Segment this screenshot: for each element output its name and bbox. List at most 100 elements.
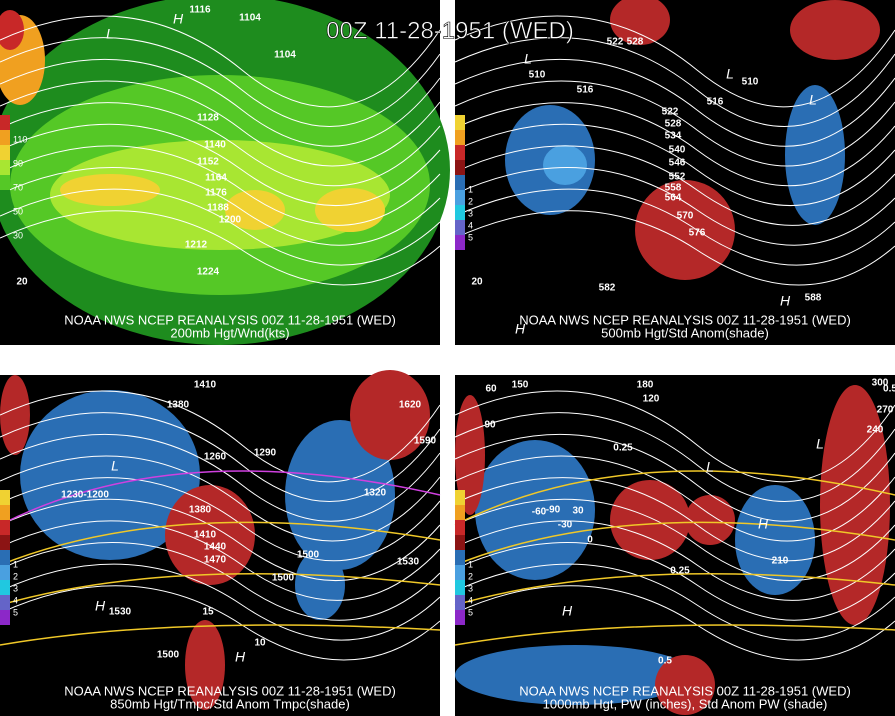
height-contour	[454, 58, 895, 147]
shaded-field	[295, 550, 345, 620]
contour-label: 1380	[189, 505, 212, 516]
legend-label: 3	[468, 583, 473, 593]
contour-label: 1230-1200	[61, 490, 109, 501]
height-contour	[0, 80, 441, 167]
legend-swatch	[455, 190, 465, 205]
temperature-contour	[0, 521, 441, 566]
height-contour	[0, 167, 441, 246]
contour-label: 1164	[205, 173, 227, 184]
shaded-field	[185, 620, 225, 710]
contour-label: 1152	[197, 157, 219, 168]
panel-field: 200mb Hgt/Wnd(kts)	[170, 325, 289, 340]
legend-label: 1	[468, 559, 473, 569]
legend-swatch	[455, 565, 465, 580]
map-panel: 110 90 70 50 30 1116 1104 1104 1128 1140 1152 1164 1…	[0, 0, 450, 345]
contour-label: 1470	[204, 555, 227, 566]
temperature-contour	[0, 624, 441, 646]
shaded-field	[50, 140, 390, 250]
shaded-field	[635, 180, 735, 280]
height-contour	[454, 102, 895, 187]
contour-label: 576	[689, 228, 706, 239]
shaded-field	[315, 188, 385, 232]
height-contour	[454, 210, 895, 286]
legend-label: 1	[13, 559, 18, 569]
legend-swatch	[455, 235, 465, 250]
contour-label: 0	[587, 535, 593, 546]
height-contour	[454, 390, 895, 483]
contour-label: 564	[665, 193, 682, 204]
shaded-field	[165, 485, 255, 585]
contour-label: 1140	[204, 140, 226, 151]
contour-label: 15	[202, 607, 214, 618]
pressure-center: L	[726, 66, 734, 82]
contour-label: 1290	[254, 448, 277, 459]
height-contour	[0, 123, 441, 207]
contour-label: 516	[577, 85, 594, 96]
shaded-field	[225, 190, 285, 230]
contour-label: 1128	[197, 113, 219, 124]
height-contour	[454, 167, 895, 246]
legend-swatch	[0, 490, 10, 505]
temperature-contour	[454, 624, 895, 646]
contour-label: 1104	[274, 50, 296, 61]
contour-label: 240	[867, 425, 884, 436]
temperature-contour	[0, 573, 441, 606]
contour-label: 60	[485, 384, 497, 395]
contour-label: 1188	[207, 203, 229, 214]
contour-label: 0.25	[670, 566, 690, 577]
contour-label: 1530	[397, 557, 420, 568]
contour-label: 210	[772, 556, 789, 567]
height-contour	[0, 145, 441, 226]
panel-field: 850mb Hgt/Tmpc/Std Anom Tmpc(shade)	[110, 696, 350, 711]
contour-label: 120	[643, 394, 660, 405]
pressure-center: H	[780, 293, 791, 309]
panel-field: 500mb Hgt/Std Anom(shade)	[601, 325, 769, 340]
legend-swatch	[455, 610, 465, 625]
height-contour	[454, 15, 895, 108]
legend-swatch	[455, 115, 465, 130]
contour-label: 1590	[414, 436, 437, 447]
contour-label: 150	[512, 380, 529, 391]
temperature-contour	[454, 573, 895, 606]
contour-label: 1212	[185, 240, 208, 251]
contour-label: 1500	[272, 573, 295, 584]
temperature-contour	[454, 470, 895, 526]
contour-label: 1224	[197, 267, 220, 278]
panel-field: 1000mb Hgt, PW (inches), Std Anom PW (sh…	[543, 696, 828, 711]
temperature-contour	[0, 470, 441, 526]
height-contour	[454, 542, 895, 621]
legend-swatch	[455, 130, 465, 145]
contour-label: 1440	[204, 542, 227, 553]
shaded-field	[790, 0, 880, 60]
height-contour	[454, 498, 895, 582]
height-contour	[454, 433, 895, 522]
contour-label: 20	[471, 277, 483, 288]
height-contour	[454, 520, 895, 601]
contour-label: 570	[677, 211, 694, 222]
contour-label: 1260	[204, 452, 227, 463]
contour-label: 300	[872, 378, 889, 389]
legend-label: 4	[13, 595, 18, 605]
legend-swatch	[0, 115, 10, 130]
contour-label: 558	[665, 183, 682, 194]
contour-label: 20	[16, 277, 28, 288]
contour-label: 180	[637, 380, 654, 391]
panel-agency: NOAA NWS NCEP REANALYSIS 00Z 11-28-1951 …	[64, 312, 396, 327]
height-contour	[454, 37, 895, 128]
shaded-field	[455, 395, 485, 515]
pressure-center: H	[515, 321, 526, 337]
contour-label: 522	[607, 37, 624, 48]
legend-swatch	[455, 160, 465, 175]
shaded-field	[685, 495, 735, 545]
pressure-center: L	[106, 26, 114, 42]
contour-label: 528	[665, 119, 682, 130]
pressure-center: L	[706, 459, 714, 475]
legend-label: 3	[468, 208, 473, 218]
legend-swatch	[455, 520, 465, 535]
shaded-field	[60, 174, 160, 206]
contour-label: 1500	[297, 550, 320, 561]
pressure-center: L	[111, 458, 119, 474]
legend-swatch	[455, 550, 465, 565]
